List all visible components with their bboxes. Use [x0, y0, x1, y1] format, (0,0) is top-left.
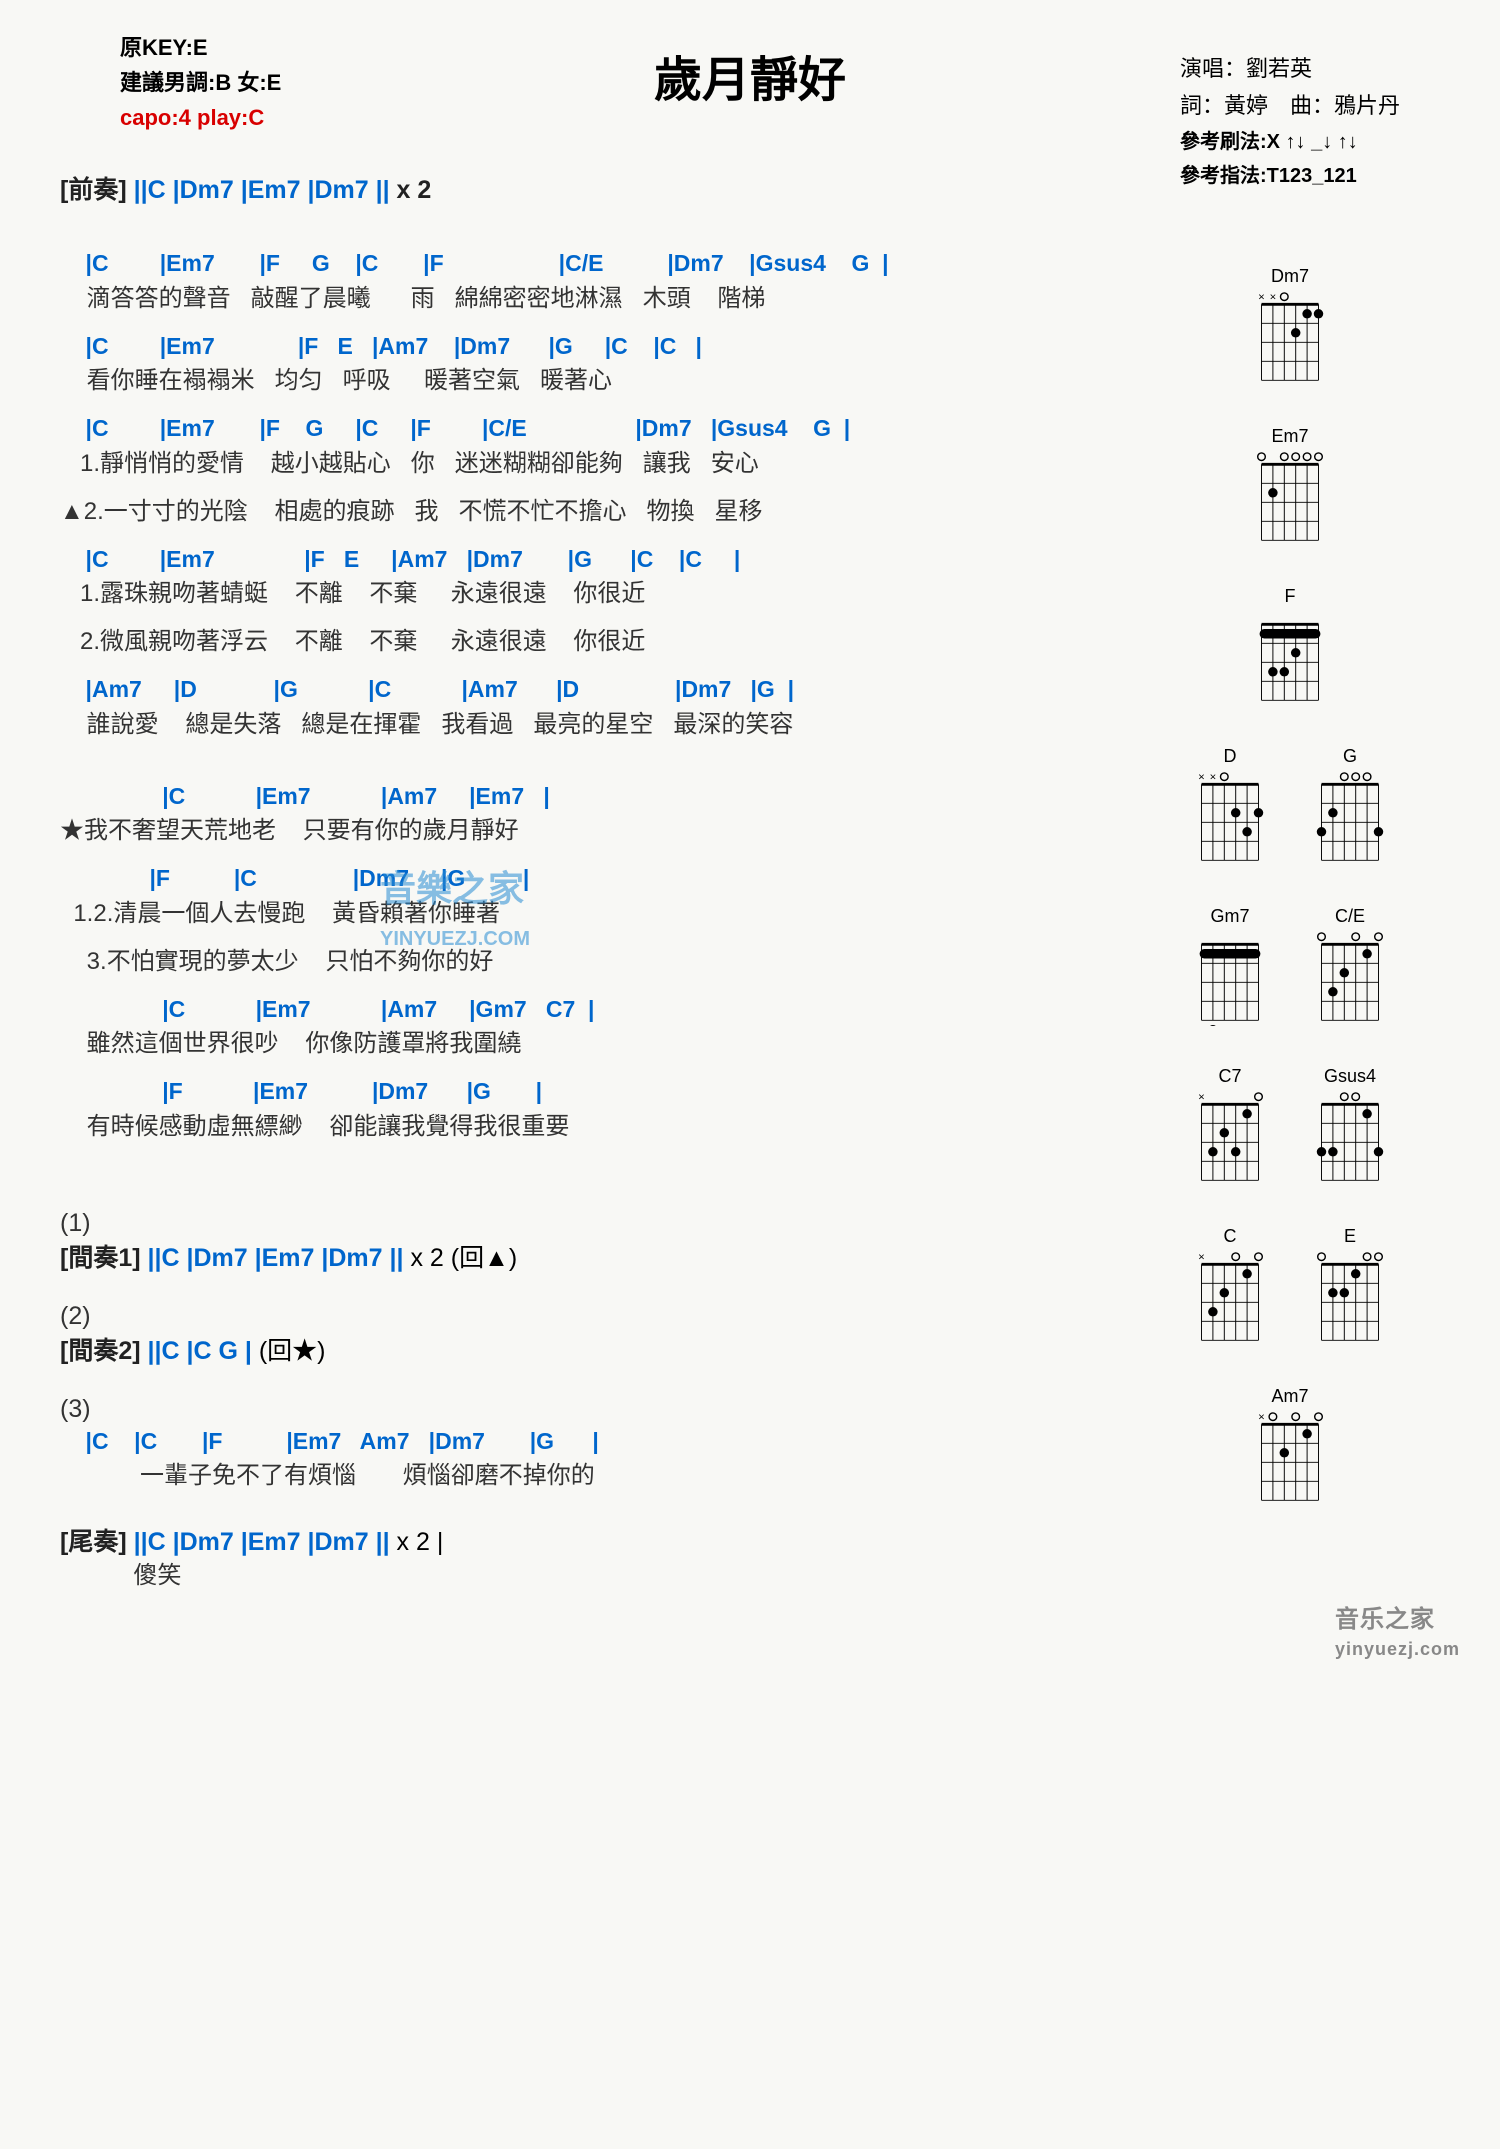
chord-diagram-f: F: [1250, 586, 1330, 706]
watermark-corner: 音乐之家 yinyuezj.com: [1335, 1599, 1460, 1662]
chord-line: |C |Em7 |Am7 |Gm7 C7 |: [60, 992, 1160, 1027]
svg-text:×: ×: [1198, 772, 1205, 784]
chord-diagram-em7: Em7: [1250, 426, 1330, 546]
lyric-line: 滴答答的聲音 敲醒了晨曦 雨 綿綿密密地淋濕 木頭 階梯: [60, 281, 1160, 317]
chord-diagram-d: D××: [1190, 746, 1270, 866]
chord-line: |C |Em7 |Am7 |Em7 |: [60, 779, 1160, 814]
finger-pattern: 參考指法:T123_121: [1180, 159, 1400, 193]
bridge: (3) |C |C |F |Em7 Am7 |Dm7 |G | 一輩子免不了有煩…: [60, 1395, 1160, 1495]
capo-info: capo:4 play:C: [120, 100, 281, 135]
svg-text:×: ×: [1198, 1252, 1205, 1264]
strum-pattern: 參考刷法:X ↑↓ _↓ ↑↓: [1180, 125, 1400, 159]
lyric-line: ★我不奢望天荒地老 只要有你的歲月靜好: [60, 813, 1160, 849]
lyric-line: 雖然這個世界很吵 你像防護罩將我圍繞: [60, 1026, 1160, 1062]
chord-line: |C |Em7 |F G |C |F |C/E |Dm7 |Gsus4 G |: [60, 411, 1160, 446]
interlude-1: (1) [間奏1] ||C |Dm7 |Em7 |Dm7 || x 2 (回▲): [60, 1209, 1160, 1274]
chord-line: |F |Em7 |Dm7 |G |: [60, 1074, 1160, 1109]
chord-diagram-dm7: Dm7××: [1250, 266, 1330, 386]
chord-diagram-gsus4: Gsus4: [1310, 1066, 1390, 1186]
writer: 詞：黃婷 曲：鴉片丹: [1180, 87, 1400, 124]
interlude-2: (2) [間奏2] ||C |C G | (回★): [60, 1302, 1160, 1367]
chord-sheet: |C |Em7 |F G |C |F |C/E |Dm7 |Gsus4 G | …: [60, 246, 1160, 1612]
lyric-line: 1.2.清晨一個人去慢跑 黃昏賴著你睡著: [60, 896, 1160, 932]
chord-diagram-ce: C/E: [1310, 906, 1390, 1026]
lyric-line: 3.不怕實現的夢太少 只怕不夠你的好: [60, 944, 1160, 980]
svg-text:×: ×: [1210, 772, 1217, 784]
svg-text:×: ×: [1198, 1092, 1205, 1104]
singer: 演唱：劉若英: [1180, 50, 1400, 87]
chord-line: |C |Em7 |F E |Am7 |Dm7 |G |C |C |: [60, 329, 1160, 364]
chord-line: |F |C |Dm7 |G |: [60, 861, 1160, 896]
lyric-line: 誰說愛 總是失落 總是在揮霍 我看過 最亮的星空 最深的笑容: [60, 707, 1160, 743]
lyric-line: 2.微風親吻著浮云 不離 不棄 永遠很遠 你很近: [60, 624, 1160, 660]
chord-line: |C |Em7 |F G |C |F |C/E |Dm7 |Gsus4 G |: [60, 246, 1160, 281]
chord-diagram-gm7: Gm7: [1190, 906, 1270, 1026]
chord-diagram-am7: Am7×: [1250, 1386, 1330, 1506]
chord-diagram-c7: C7×: [1190, 1066, 1270, 1186]
chord-diagrams: Dm7××Em7FD××GGm7C/EC7×Gsus4C×EAm7×: [1190, 246, 1440, 1612]
svg-text:×: ×: [1258, 1412, 1265, 1424]
lyric-line: 1.靜悄悄的愛情 越小越貼心 你 迷迷糊糊卻能夠 讓我 安心: [60, 446, 1160, 482]
lyric-line: 1.露珠親吻著蜻蜓 不離 不棄 永遠很遠 你很近: [60, 576, 1160, 612]
lyric-line: 有時候感動虛無縹緲 卻能讓我覺得我很重要: [60, 1109, 1160, 1145]
outro: [尾奏] ||C |Dm7 |Em7 |Dm7 || x 2 | 傻笑: [60, 1522, 1160, 1594]
svg-text:×: ×: [1258, 292, 1265, 304]
chord-diagram-g: G: [1310, 746, 1390, 866]
chord-line: |C |Em7 |F E |Am7 |Dm7 |G |C |C |: [60, 542, 1160, 577]
suggest-key: 建議男調:B 女:E: [120, 65, 281, 100]
lyric-line: ▲2.一寸寸的光陰 相處的痕跡 我 不慌不忙不擔心 物換 星移: [60, 494, 1160, 530]
chord-line: |Am7 |D |G |C |Am7 |D |Dm7 |G |: [60, 672, 1160, 707]
chord-diagram-e: E: [1310, 1226, 1390, 1346]
key-info: 原KEY:E: [120, 30, 281, 65]
chord-diagram-c: C×: [1190, 1226, 1270, 1346]
lyric-line: 看你睡在褟褟米 均匀 呼吸 暖著空氣 暖著心: [60, 363, 1160, 399]
svg-text:×: ×: [1270, 292, 1277, 304]
